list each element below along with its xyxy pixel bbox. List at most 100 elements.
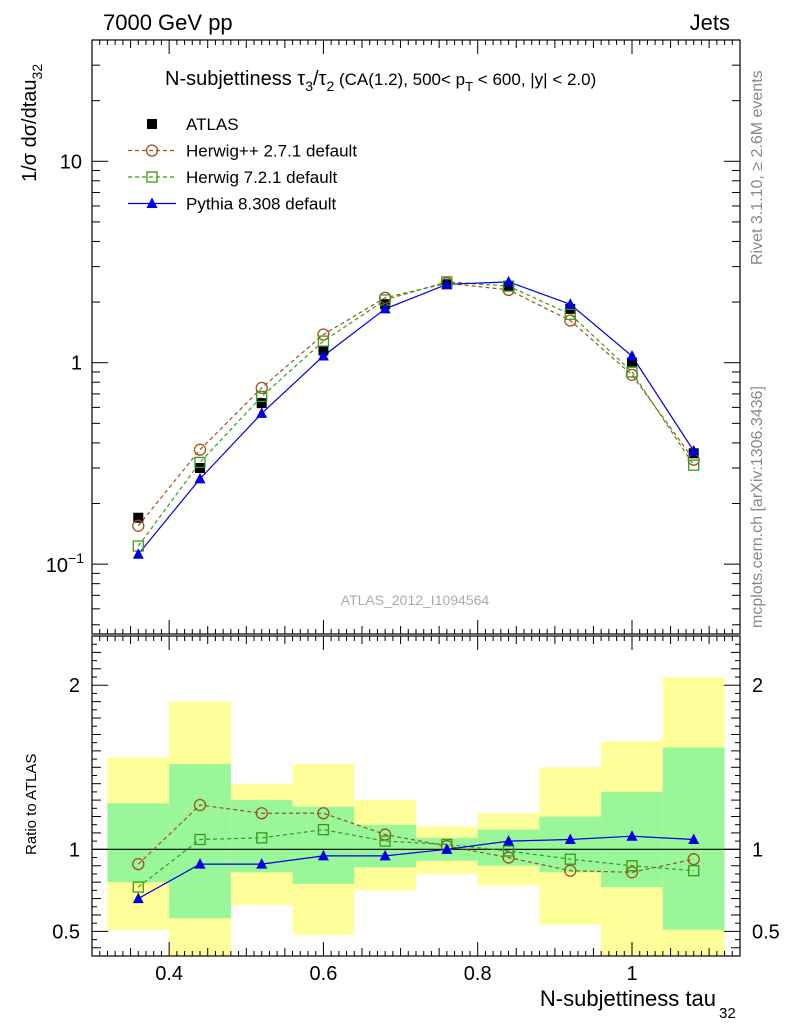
ratio-point xyxy=(502,851,515,864)
analysis-watermark: ATLAS_2012_I1094564 xyxy=(341,592,490,608)
ratio-tick-label-right: 2 xyxy=(752,675,763,697)
ratio-point xyxy=(194,833,206,846)
data-point xyxy=(132,548,144,559)
data-point xyxy=(317,349,329,361)
ratio-point xyxy=(132,892,144,904)
y-tick-label: 10 xyxy=(60,151,82,173)
green-band-bin xyxy=(539,816,602,873)
x-tick-label: 0.8 xyxy=(464,963,492,985)
title-sub-t: T xyxy=(465,79,473,94)
ratio-point xyxy=(132,881,144,893)
ratio-point xyxy=(194,858,206,869)
series-line xyxy=(137,281,695,547)
ratio-point xyxy=(688,833,700,844)
ratio-point xyxy=(256,832,268,844)
data-point xyxy=(379,302,391,314)
y-axis-label: 1/σ dσ/dtau32 xyxy=(19,64,45,182)
title-rest-2: < 600, |y| < 2.0) xyxy=(473,70,596,89)
side-rivet-label: Rivet 3.1.10, ≥ 2.6M events xyxy=(749,70,766,265)
data-point xyxy=(627,357,637,368)
data-point xyxy=(194,472,206,484)
ratio-tick-label-right: 0.5 xyxy=(752,921,780,943)
data-point xyxy=(564,308,576,320)
title-slash: / xyxy=(313,68,319,90)
ratio-point xyxy=(255,807,268,820)
ratio-point xyxy=(317,823,330,836)
ratio-point xyxy=(317,849,329,861)
side-mcplots-label: mcplots.cern.ch [arXiv:1306.3436] xyxy=(749,386,766,628)
ratio-point xyxy=(688,865,700,877)
legend-marker xyxy=(146,171,158,183)
ratio-series xyxy=(132,798,700,904)
data-point xyxy=(564,314,577,327)
ratio-point xyxy=(503,835,515,846)
ratio-point xyxy=(379,849,391,861)
ratio-tick-label-left: 2 xyxy=(69,675,80,697)
legend: ATLAS Herwig++ 2.7.1 default Herwig 7.2.1 … xyxy=(128,115,357,214)
x-tick-label: 1 xyxy=(626,963,637,985)
green-band-bin xyxy=(169,764,231,919)
data-point xyxy=(564,298,576,309)
legend-marker xyxy=(147,119,157,129)
legend-label: Herwig 7.2.1 default xyxy=(186,168,337,187)
ratio-point xyxy=(564,853,576,865)
y-tick-exponent: −1 xyxy=(68,550,84,566)
ratio-line xyxy=(137,829,694,888)
legend-label: Pythia 8.308 default xyxy=(186,195,337,214)
ratio-axis-label: Ratio to ATLAS xyxy=(23,754,40,855)
series-line xyxy=(137,282,695,527)
ratio-point xyxy=(132,857,145,871)
title-prefix: N-subjettiness xyxy=(165,68,297,90)
x-axis-label-main: N-subjettiness tau xyxy=(540,986,716,1011)
data-point xyxy=(256,398,267,409)
data-point xyxy=(688,444,700,456)
data-point xyxy=(441,278,453,289)
title-sub-a: 3 xyxy=(305,78,313,94)
ratio-point xyxy=(626,860,638,872)
ratio-point xyxy=(502,845,515,857)
data-point xyxy=(193,443,207,456)
legend-marker xyxy=(146,197,158,208)
header-process-label: Jets xyxy=(690,10,730,35)
ratio-point xyxy=(564,833,576,844)
green-band-bin xyxy=(477,829,540,866)
data-point xyxy=(133,512,144,523)
title-tau-b: τ xyxy=(319,68,327,90)
green-band-bin xyxy=(292,806,355,884)
x-axis-label: N-subjettiness tau xyxy=(540,986,716,1011)
ratio-point xyxy=(626,830,638,841)
ratio-point xyxy=(193,798,207,812)
title-tau-a: τ xyxy=(297,68,305,90)
y-axis-label-main: 1/σ dσ/dtau xyxy=(19,79,41,182)
legend-label: Herwig++ 2.7.1 default xyxy=(186,142,357,161)
ratio-point xyxy=(256,858,268,869)
y-tick-label: 10−1 xyxy=(46,550,84,577)
ratio-point xyxy=(379,835,391,847)
y-axis-label-sub: 32 xyxy=(29,64,45,80)
y-tick-label: 1 xyxy=(71,353,82,375)
data-point xyxy=(256,407,268,418)
data-point xyxy=(626,349,638,361)
chart-title: N-subjettiness τ3/τ2 (CA(1.2), 500< pT <… xyxy=(165,68,596,94)
data-point xyxy=(194,456,206,469)
ratio-uncertainty-bands xyxy=(107,677,725,956)
ratio-point xyxy=(564,864,577,877)
title-sub-b: 2 xyxy=(326,78,334,94)
legend-marker xyxy=(145,144,159,157)
ratio-point xyxy=(317,807,330,820)
data-point xyxy=(132,519,145,532)
title-rest-1: (CA(1.2), 500< p xyxy=(334,70,465,89)
header-energy-label: 7000 GeV pp xyxy=(103,10,233,35)
ratio-point xyxy=(625,866,639,879)
data-series xyxy=(132,275,700,559)
data-point xyxy=(625,368,639,382)
data-point xyxy=(317,335,330,347)
ratio-tick-label-left: 0.5 xyxy=(52,921,80,943)
series-line xyxy=(137,281,695,555)
x-axis-label-sub: 32 xyxy=(719,1005,736,1022)
data-point xyxy=(626,366,638,378)
data-point xyxy=(503,275,515,287)
ratio-point xyxy=(378,828,392,841)
